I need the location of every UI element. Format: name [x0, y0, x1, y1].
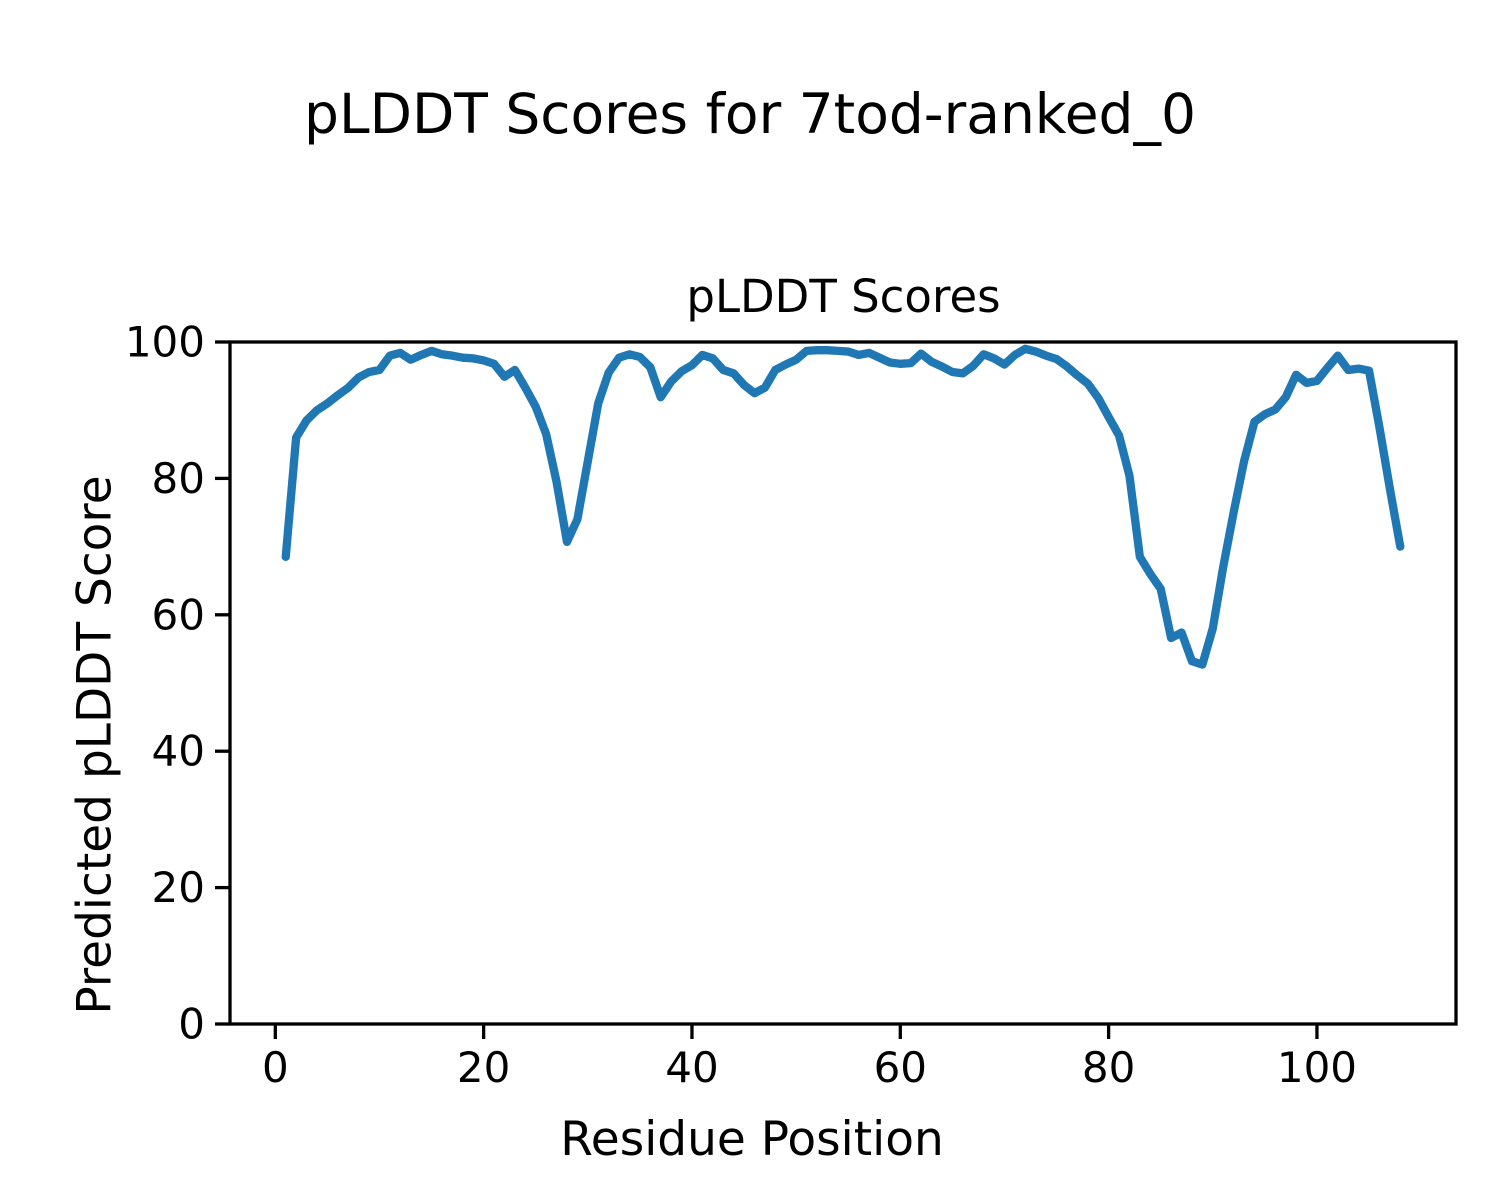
- figure-suptitle: pLDDT Scores for 7tod-ranked_0: [304, 82, 1196, 146]
- y-axis-label: Predicted pLDDT Score: [67, 475, 123, 1015]
- axis-ticks: [215, 340, 1319, 1039]
- y-tick-label: 20: [152, 863, 205, 912]
- axes-title: pLDDT Scores: [686, 270, 1001, 323]
- x-tick-label: 100: [1277, 1043, 1357, 1092]
- x-tick-label: 60: [874, 1043, 927, 1092]
- y-tick-label: 40: [152, 727, 205, 776]
- axes-spines: [228, 340, 1458, 1026]
- x-tick-label: 40: [665, 1043, 718, 1092]
- y-tick-label: 60: [152, 590, 205, 639]
- y-tick-label: 100: [125, 318, 205, 367]
- x-tick-label: 20: [457, 1043, 510, 1092]
- plddt-score-line: [281, 344, 1405, 669]
- x-tick-label: 80: [1082, 1043, 1135, 1092]
- x-axis-label: Residue Position: [560, 1112, 944, 1167]
- y-tick-label: 80: [152, 454, 205, 503]
- axis-tick-labels: 0 20 40 60 80 100 0 20 40 60 80 100: [125, 318, 1357, 1093]
- x-tick-label: 0: [262, 1043, 289, 1092]
- series-plddt-path: [281, 344, 1405, 669]
- y-tick-label: 0: [178, 1000, 205, 1049]
- axes-frame: [228, 340, 1458, 1026]
